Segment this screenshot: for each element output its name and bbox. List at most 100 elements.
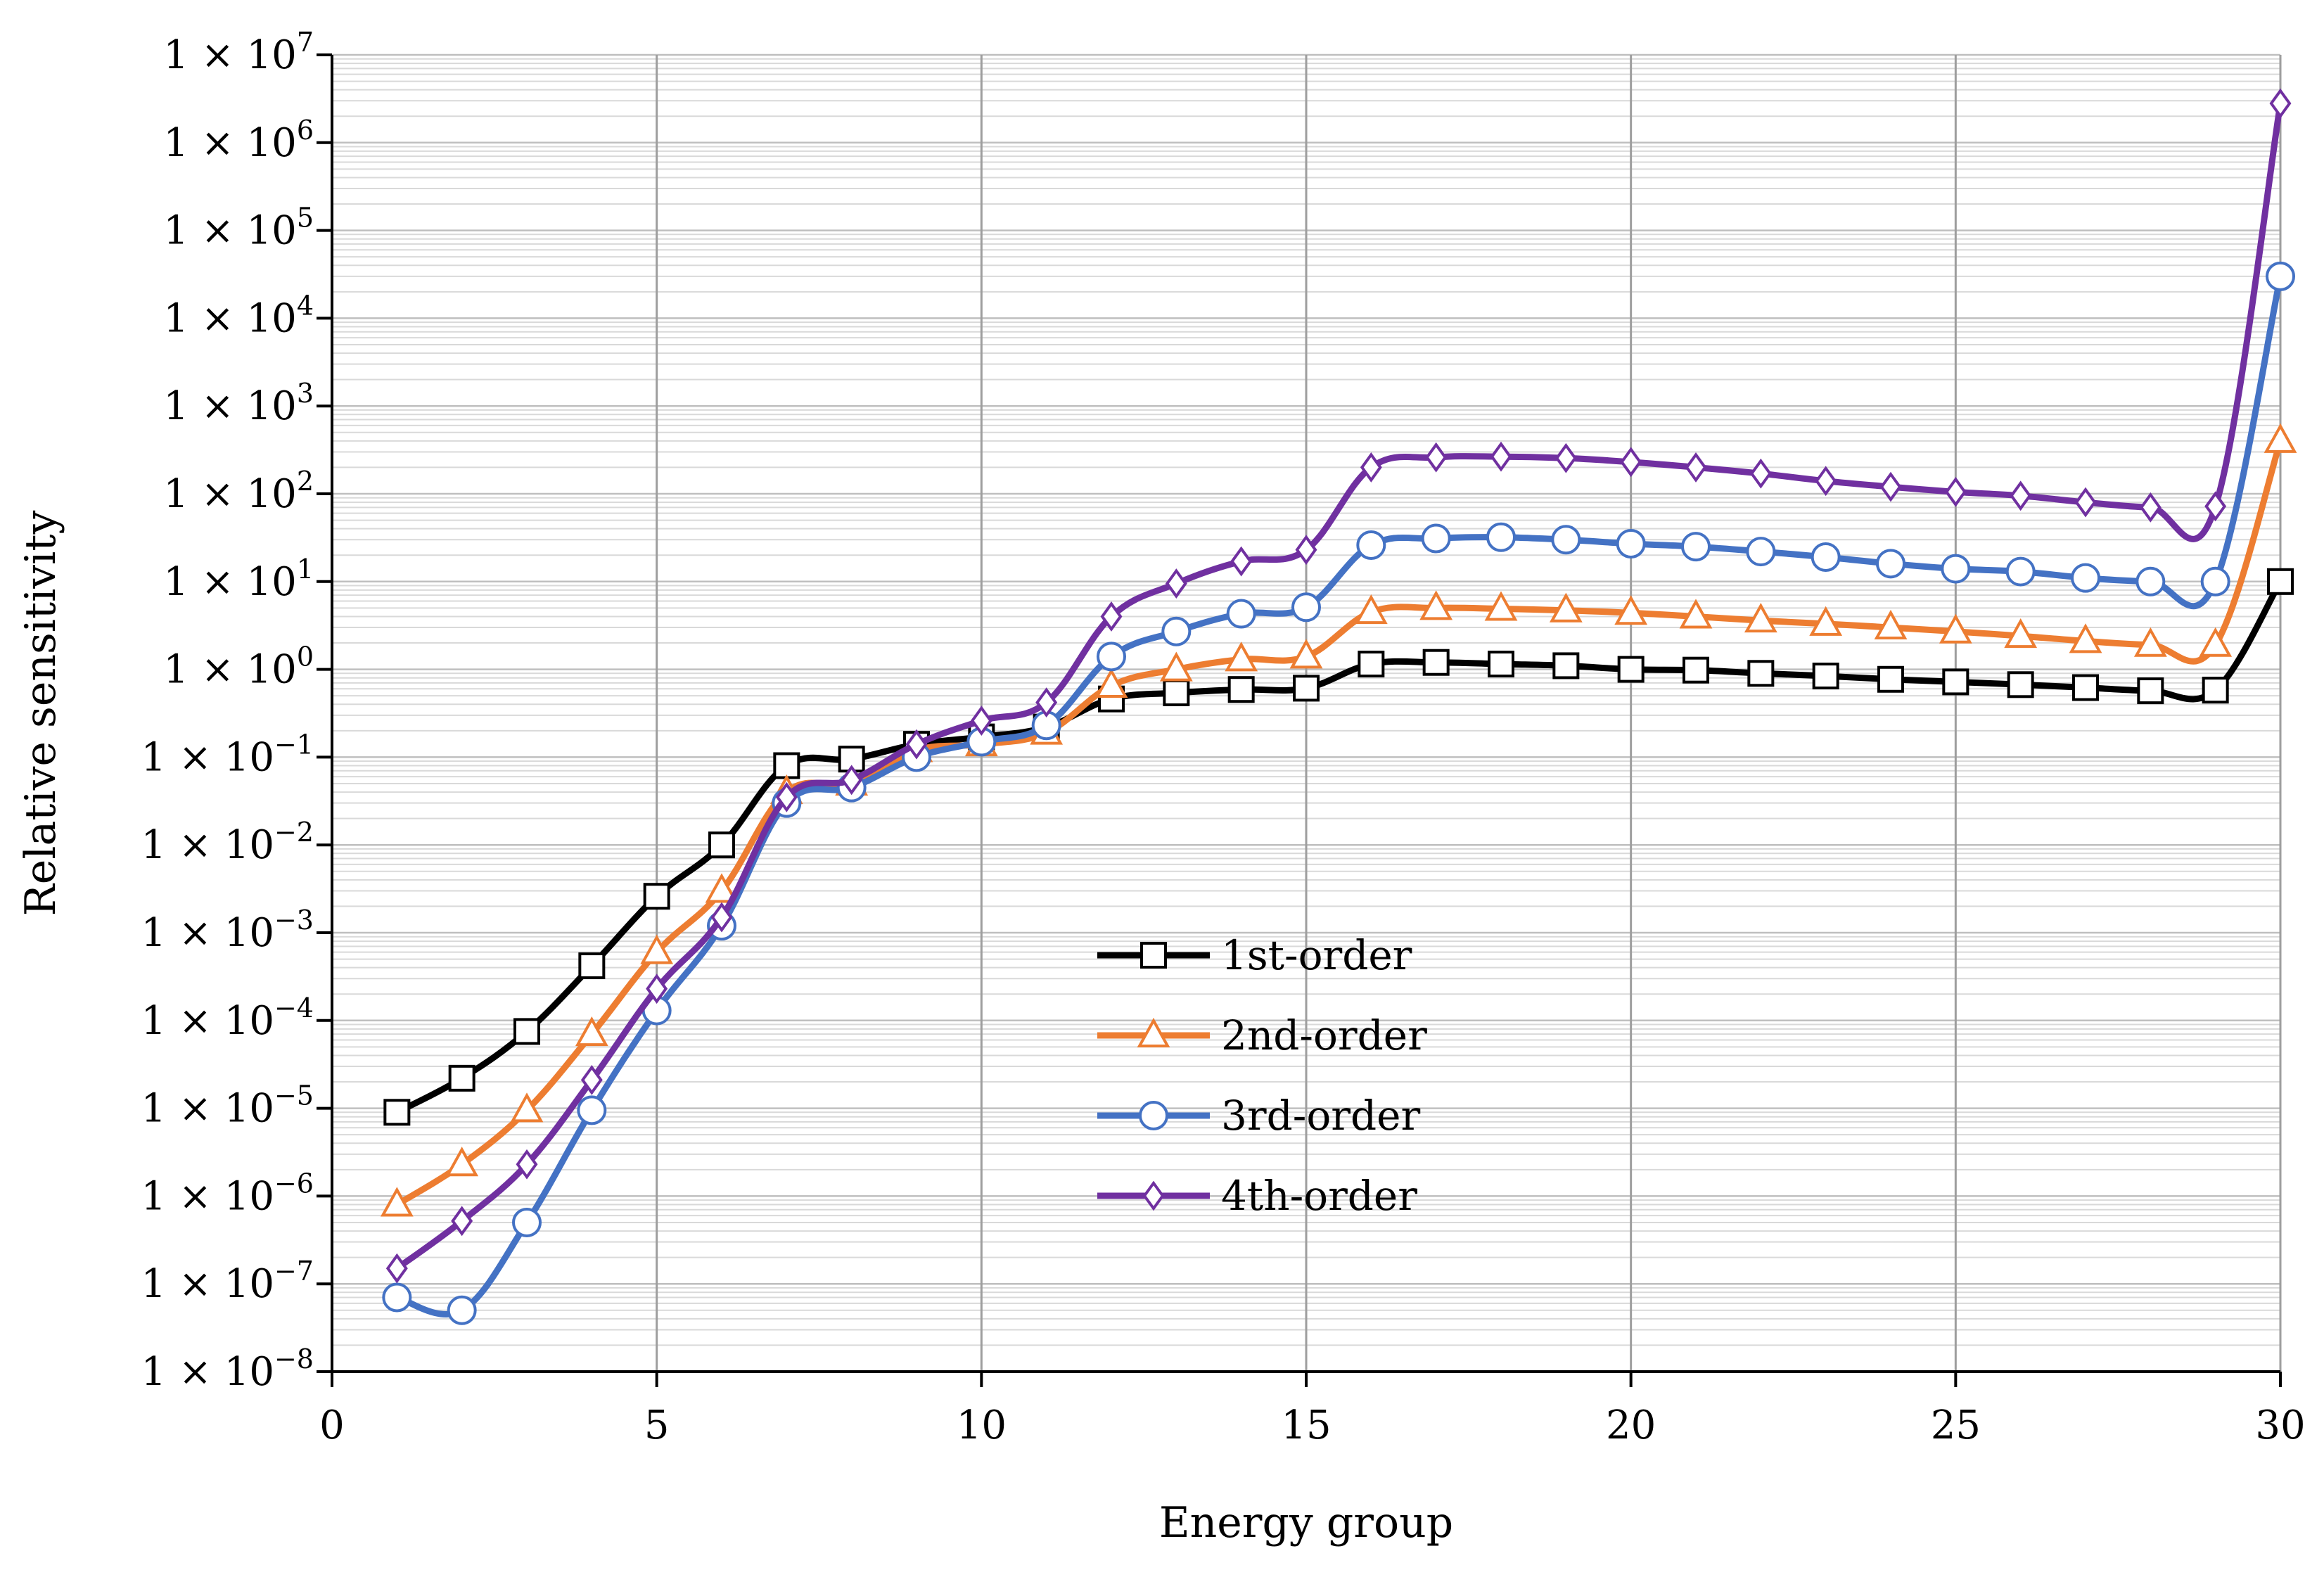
data-point-diamond — [1295, 535, 1317, 566]
legend-label: 4th-order — [1221, 1172, 1417, 1220]
data-point-circle — [1486, 522, 1516, 552]
data-point-circle — [1161, 616, 1192, 646]
data-point-triangle — [2199, 627, 2233, 657]
y-tick-label: 1 × 10−3 — [141, 905, 314, 956]
data-point-diamond — [385, 1253, 408, 1284]
y-tick-label: 1 × 10−6 — [141, 1168, 314, 1219]
data-point-circle — [1876, 549, 1905, 579]
y-tick-label: 1 × 10−8 — [141, 1344, 314, 1395]
data-point-circle — [512, 1207, 542, 1237]
data-point-triangle — [640, 934, 674, 964]
data-point-triangle — [1679, 599, 1713, 629]
data-point-square — [448, 1064, 475, 1092]
data-point-diamond — [1165, 568, 1187, 599]
data-point-diamond — [1815, 466, 1837, 497]
data-point-diamond — [2010, 480, 2032, 511]
data-point-square — [578, 952, 606, 980]
data-point-circle — [382, 1282, 412, 1313]
data-point-diamond — [580, 1064, 603, 1095]
x-tick-label: 30 — [2255, 1403, 2305, 1448]
data-point-diamond — [2139, 492, 2162, 523]
x-axis-title: Energy group — [1159, 1498, 1453, 1547]
data-point-circle — [1421, 523, 1451, 554]
data-point-square — [1293, 675, 1320, 702]
data-point-diamond — [2269, 88, 2292, 119]
legend-label: 1st-order — [1221, 931, 1412, 979]
y-tick-label: 1 × 10−1 — [141, 729, 314, 780]
data-point-square — [2202, 677, 2229, 704]
x-tick-label: 0 — [319, 1403, 345, 1448]
data-point-diamond — [646, 974, 668, 1004]
data-point-triangle — [2069, 623, 2102, 653]
y-tick-label: 1 × 102 — [163, 466, 314, 517]
data-point-triangle — [1354, 594, 1388, 625]
data-point-square — [708, 831, 735, 859]
data-point-square — [1877, 665, 1904, 693]
x-tick-label: 15 — [1281, 1403, 1331, 1448]
data-point-circle — [2135, 566, 2166, 596]
data-point-diamond — [516, 1149, 538, 1180]
data-point-diamond — [451, 1206, 473, 1237]
data-point-triangle — [1744, 603, 1777, 633]
data-point-square — [643, 883, 670, 910]
data-point-square — [1488, 651, 1514, 678]
legend-item: 1st-order — [1097, 931, 1412, 979]
data-point-diamond — [841, 765, 863, 796]
data-point-triangle — [2264, 423, 2297, 453]
y-tick-label: 1 × 104 — [163, 290, 314, 341]
data-point-triangle — [705, 873, 739, 903]
x-tick-label: 10 — [957, 1403, 1007, 1448]
data-point-square — [1140, 942, 1167, 969]
series-4th-order — [385, 88, 2292, 1284]
data-point-triangle — [1137, 1017, 1170, 1047]
data-point-square — [773, 752, 800, 779]
data-point-diamond — [1685, 452, 1707, 483]
data-point-diamond — [1944, 476, 1967, 507]
data-point-triangle — [1809, 606, 1843, 636]
data-point-circle — [577, 1095, 607, 1125]
data-point-diamond — [970, 706, 992, 736]
data-point-circle — [1681, 532, 1711, 562]
data-point-square — [1942, 668, 1969, 696]
data-point-square — [2267, 568, 2294, 595]
legend: 1st-order 2nd-order 3rd-order 4th-order — [1097, 931, 1427, 1220]
data-point-triangle — [575, 1016, 608, 1047]
data-point-square — [1227, 676, 1255, 703]
data-point-square — [1358, 651, 1385, 678]
data-point-circle — [2266, 261, 2295, 291]
series-1st-order — [383, 568, 2294, 1126]
data-point-diamond — [1425, 442, 1448, 473]
data-point-diamond — [1554, 442, 1577, 473]
data-point-diamond — [1142, 1180, 1165, 1211]
data-point-circle — [1097, 642, 1126, 672]
data-point-triangle — [1939, 613, 1972, 644]
legend-item: 3rd-order — [1097, 1092, 1420, 1140]
y-tick-label: 1 × 105 — [163, 203, 314, 254]
y-tick-label: 1 × 103 — [163, 378, 314, 429]
data-point-triangle — [1874, 609, 1908, 640]
data-point-square — [513, 1018, 540, 1045]
data-point-circle — [1291, 592, 1321, 623]
y-tick-label: 1 × 100 — [163, 642, 314, 693]
legend-label: 2nd-order — [1221, 1011, 1427, 1059]
data-point-diamond — [1230, 546, 1253, 577]
data-point-square — [2007, 671, 2034, 698]
data-point-diamond — [1360, 452, 1382, 483]
legend-item: 2nd-order — [1097, 1011, 1427, 1059]
data-point-triangle — [510, 1092, 544, 1123]
data-point-circle — [1616, 528, 1646, 559]
y-tick-label: 1 × 10−4 — [141, 993, 314, 1044]
data-point-circle — [2071, 563, 2100, 593]
data-point-circle — [1941, 554, 1971, 584]
data-point-circle — [1356, 530, 1386, 561]
data-point-triangle — [1484, 591, 1518, 621]
data-point-square — [1163, 679, 1190, 706]
y-tick-label: 1 × 10−7 — [141, 1256, 314, 1307]
data-point-square — [1683, 656, 1709, 684]
axes — [317, 53, 2282, 1387]
data-point-circle — [2200, 566, 2230, 596]
data-point-triangle — [2004, 618, 2038, 649]
data-point-triangle — [1159, 651, 1193, 682]
series-line — [395, 103, 2284, 1271]
